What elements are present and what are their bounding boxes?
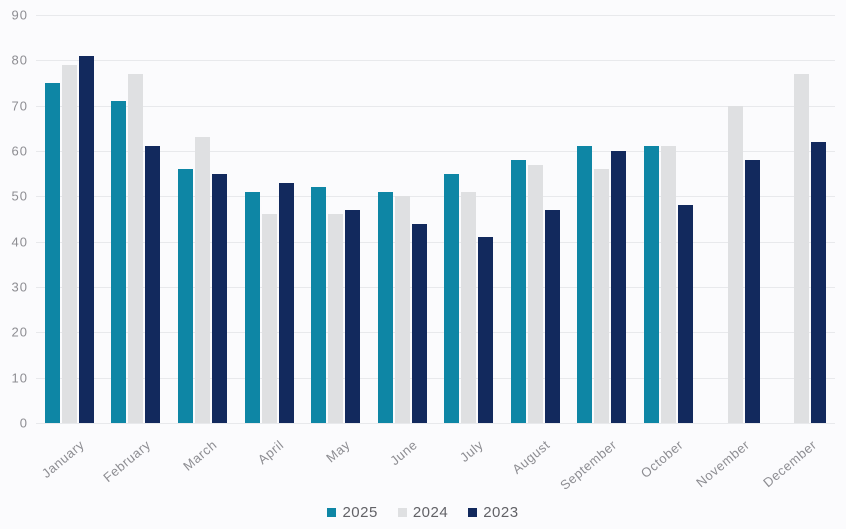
- bar-2023-april: [278, 182, 294, 423]
- bar-2024-december: [794, 73, 810, 423]
- bar-2024-july: [461, 191, 477, 423]
- x-tick-label-may: May: [323, 437, 354, 466]
- bar-2023-january: [78, 55, 94, 423]
- y-tick-label-90: 90: [11, 7, 28, 23]
- gridline-90: [36, 15, 835, 16]
- legend-item-2023: 2023: [468, 504, 518, 521]
- x-tick-label-october: October: [637, 437, 687, 481]
- bar-2023-february: [145, 146, 161, 423]
- x-tick-label-september: September: [557, 437, 620, 493]
- gridline-10: [36, 377, 835, 379]
- plot-area: January February March April May June July Augu…: [36, 15, 835, 493]
- bar-2024-march: [194, 137, 210, 423]
- bar-2025-august: [510, 160, 526, 423]
- bar-2023-august: [544, 209, 560, 423]
- bar-group-march: March: [169, 15, 236, 474]
- x-tick-label-december: December: [760, 437, 820, 491]
- bar-2024-november: [727, 105, 743, 423]
- bar-group-february: February: [100, 15, 170, 485]
- bar-group-august: August: [502, 15, 569, 477]
- bar-2024-october: [660, 146, 676, 423]
- legend-item-2025: 2025: [327, 504, 377, 521]
- bar-2024-february: [128, 73, 144, 423]
- bar-group-june: June: [369, 15, 436, 468]
- x-tick-label-march: March: [180, 437, 221, 474]
- y-tick-label-20: 20: [11, 324, 28, 340]
- legend-swatch-2024: [397, 508, 407, 517]
- bar-group-december: December: [760, 15, 835, 490]
- bar-2025-february: [111, 101, 127, 423]
- legend-item-2024: 2024: [397, 504, 449, 521]
- y-tick-label-80: 80: [11, 52, 28, 68]
- legend: 2025 2024 2023: [0, 504, 846, 521]
- y-tick-label-70: 70: [11, 98, 28, 114]
- x-tick-label-november: November: [693, 437, 753, 491]
- x-tick-label-april: April: [254, 437, 287, 468]
- gridline-0: [36, 423, 835, 424]
- bar-2023-june: [411, 223, 427, 423]
- bar-group-september: September: [557, 15, 636, 493]
- gridline-50: [36, 196, 835, 198]
- bar-2025-april: [244, 191, 260, 423]
- gridline-70: [36, 105, 835, 107]
- x-tick-label-february: February: [100, 437, 154, 486]
- bar-group-july: July: [435, 15, 502, 465]
- bar-2025-may: [311, 187, 327, 423]
- bar-groups: January February March April May June July Augu…: [36, 15, 835, 493]
- x-tick-label-august: August: [509, 437, 553, 477]
- gridline-80: [36, 60, 835, 62]
- bar-2023-october: [677, 205, 693, 423]
- bar-2024-april: [261, 214, 277, 423]
- bar-2024-august: [527, 164, 543, 423]
- legend-label-2023: 2023: [483, 504, 519, 521]
- x-tick-label-june: June: [386, 437, 420, 469]
- bar-2025-june: [377, 191, 393, 423]
- legend-label-2024: 2024: [412, 504, 449, 521]
- bar-2023-november: [744, 160, 760, 423]
- bar-2025-july: [444, 173, 460, 423]
- y-tick-label-30: 30: [11, 279, 28, 295]
- bar-2025-january: [44, 83, 60, 423]
- y-tick-label-0: 0: [19, 415, 28, 431]
- bar-2025-march: [177, 169, 193, 423]
- gridline-40: [36, 241, 835, 243]
- legend-label-2025: 2025: [342, 504, 378, 521]
- bar-group-november: November: [693, 15, 769, 490]
- y-tick-label-50: 50: [11, 188, 28, 204]
- y-tick-label-60: 60: [11, 143, 28, 159]
- y-tick-label-40: 40: [11, 234, 28, 250]
- bar-2024-january: [61, 64, 77, 423]
- bar-group-october: October: [635, 15, 702, 481]
- legend-swatch-2023: [468, 508, 478, 517]
- y-tick-label-10: 10: [11, 370, 28, 386]
- x-tick-label-july: July: [457, 437, 487, 465]
- gridline-20: [36, 332, 835, 334]
- x-tick-label-january: January: [38, 437, 87, 481]
- bar-2024-june: [394, 196, 410, 423]
- bar-2023-september: [611, 151, 627, 423]
- gridline-60: [36, 151, 835, 152]
- bar-2023-march: [211, 173, 227, 423]
- bar-2025-october: [643, 146, 659, 423]
- bar-2023-may: [345, 209, 361, 423]
- gridline-30: [36, 287, 835, 288]
- bar-2025-september: [577, 146, 593, 423]
- bar-2024-may: [328, 214, 344, 423]
- bar-2024-september: [594, 169, 610, 423]
- bar-2023-december: [811, 141, 827, 423]
- bar-2023-july: [478, 237, 494, 423]
- bar-group-january: January: [36, 15, 103, 481]
- legend-swatch-2025: [327, 508, 337, 517]
- bar-group-april: April: [236, 15, 303, 467]
- bar-group-may: May: [302, 15, 369, 465]
